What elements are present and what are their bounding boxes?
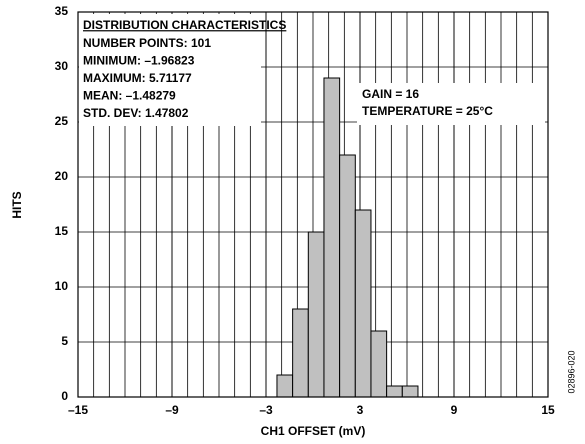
bar — [370, 330, 388, 398]
x-tick-label: –15 — [68, 403, 88, 417]
y-tick-label: 30 — [55, 59, 69, 73]
bar — [386, 385, 403, 398]
bar — [323, 77, 341, 398]
y-tick-label: 0 — [61, 389, 68, 403]
y-tick-label: 5 — [61, 334, 68, 348]
stats-line: STD. DEV: 1.47802 — [83, 106, 189, 120]
bar — [354, 209, 372, 398]
plot-frame — [77, 11, 549, 398]
stats-title: DISTRIBUTION CHARACTERISTICS — [83, 18, 286, 32]
y-axis-label: HITS — [10, 191, 24, 218]
condition-line: TEMPERATURE = 25°C — [362, 104, 493, 118]
bar — [339, 154, 356, 398]
x-tick-label: 15 — [541, 403, 555, 417]
bar — [292, 308, 309, 398]
stats-line: MINIMUM: –1.96823 — [83, 54, 195, 68]
bar — [307, 231, 325, 398]
y-tick-label: 25 — [55, 114, 69, 128]
y-tick-label: 35 — [55, 4, 69, 18]
x-axis-label: CH1 OFFSET (mV) — [261, 424, 366, 438]
x-tick-label: –9 — [165, 403, 179, 417]
condition-line: GAIN = 16 — [362, 87, 419, 101]
conditions-box — [357, 83, 545, 125]
y-tick-label: 20 — [55, 169, 69, 183]
stats-line: MAXIMUM: 5.71177 — [83, 71, 192, 85]
figure-id: 02896-020 — [566, 350, 576, 393]
stats-line: NUMBER POINTS: 101 — [83, 36, 211, 50]
x-tick-label: 9 — [451, 403, 458, 417]
y-tick-label: 10 — [55, 279, 69, 293]
bar — [401, 385, 419, 398]
x-tick-label: 3 — [357, 403, 364, 417]
stats-line: MEAN: –1.48279 — [83, 89, 176, 103]
bar — [276, 374, 294, 398]
x-tick-label: –3 — [259, 403, 273, 417]
y-tick-label: 15 — [55, 224, 69, 238]
stats-box — [79, 14, 261, 126]
